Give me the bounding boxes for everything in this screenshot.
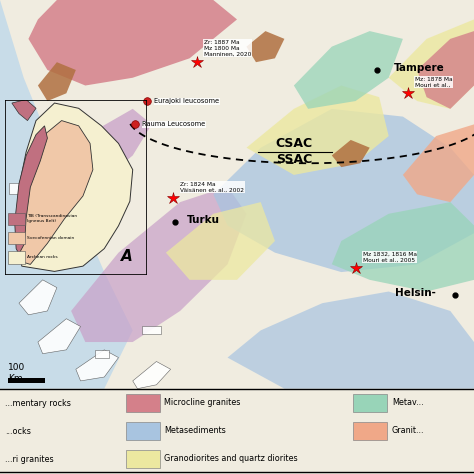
Polygon shape [246, 31, 284, 62]
Polygon shape [47, 109, 152, 202]
Polygon shape [332, 140, 370, 167]
Polygon shape [294, 31, 403, 109]
Polygon shape [38, 62, 76, 101]
Polygon shape [71, 187, 246, 342]
Polygon shape [19, 280, 57, 315]
Text: Zr: 1887 Ma
Mz 1800 Ma
Manninen, 2020: Zr: 1887 Ma Mz 1800 Ma Manninen, 2020 [204, 40, 251, 56]
Polygon shape [15, 126, 47, 254]
Text: CSAC: CSAC [275, 137, 312, 150]
Text: Tampere: Tampere [393, 63, 444, 73]
Polygon shape [417, 31, 474, 109]
Text: Granit...: Granit... [392, 426, 425, 435]
Text: SSAC: SSAC [276, 153, 312, 166]
Polygon shape [16, 103, 133, 272]
Polygon shape [166, 202, 275, 280]
Polygon shape [228, 292, 474, 389]
Text: Archean rocks: Archean rocks [27, 255, 58, 259]
Bar [142, 327, 161, 334]
Text: Mz 1832, 1816 Ma
Mouri et al., 2005: Mz 1832, 1816 Ma Mouri et al., 2005 [363, 252, 417, 263]
Text: TIB (Transscandinavian
Igneous Belt): TIB (Transscandinavian Igneous Belt) [27, 215, 78, 223]
Bar [126, 422, 160, 440]
Polygon shape [28, 226, 71, 264]
Polygon shape [133, 362, 171, 389]
Text: Svecofennian domain: Svecofennian domain [27, 236, 75, 240]
Polygon shape [28, 0, 237, 85]
Polygon shape [246, 85, 389, 175]
Text: Helsin-: Helsin- [395, 289, 436, 299]
Polygon shape [76, 350, 118, 381]
Polygon shape [389, 19, 474, 109]
Bar [8, 378, 45, 383]
Polygon shape [213, 109, 474, 272]
Text: ...ocks: ...ocks [5, 428, 31, 437]
Text: Metav...: Metav... [392, 398, 424, 407]
Bar [126, 450, 160, 468]
Bar [8, 251, 25, 264]
Text: Metasediments: Metasediments [164, 426, 226, 435]
Bar [95, 350, 109, 357]
Polygon shape [16, 120, 93, 264]
Text: Rauma Leucosome: Rauma Leucosome [142, 121, 205, 128]
Bar [8, 232, 25, 244]
Polygon shape [12, 100, 36, 120]
Polygon shape [0, 0, 133, 389]
Text: Turku: Turku [187, 215, 220, 225]
Text: A: A [121, 249, 133, 264]
Bar [14, 218, 28, 226]
Bar [353, 422, 387, 440]
Text: ...ri granites: ...ri granites [5, 456, 54, 465]
Polygon shape [332, 202, 474, 292]
Polygon shape [38, 319, 81, 354]
Text: Eurajoki leucosome: Eurajoki leucosome [154, 98, 219, 104]
Text: Granodiorites and quartz diorites: Granodiorites and quartz diorites [164, 454, 298, 463]
Text: ...mentary rocks: ...mentary rocks [5, 400, 71, 408]
Polygon shape [403, 124, 474, 202]
Text: Mz: 1878 Ma
Mouri et al.,: Mz: 1878 Ma Mouri et al., [415, 77, 452, 87]
Bar [9, 182, 28, 194]
Bar [8, 213, 25, 225]
Text: Microcline granites: Microcline granites [164, 398, 241, 407]
Text: Zr: 1824 Ma
Väisänen et. al., 2002: Zr: 1824 Ma Väisänen et. al., 2002 [180, 182, 244, 192]
Text: 100: 100 [8, 363, 25, 372]
Text: Km: Km [8, 374, 22, 383]
Bar [353, 394, 387, 412]
Bar [126, 394, 160, 412]
